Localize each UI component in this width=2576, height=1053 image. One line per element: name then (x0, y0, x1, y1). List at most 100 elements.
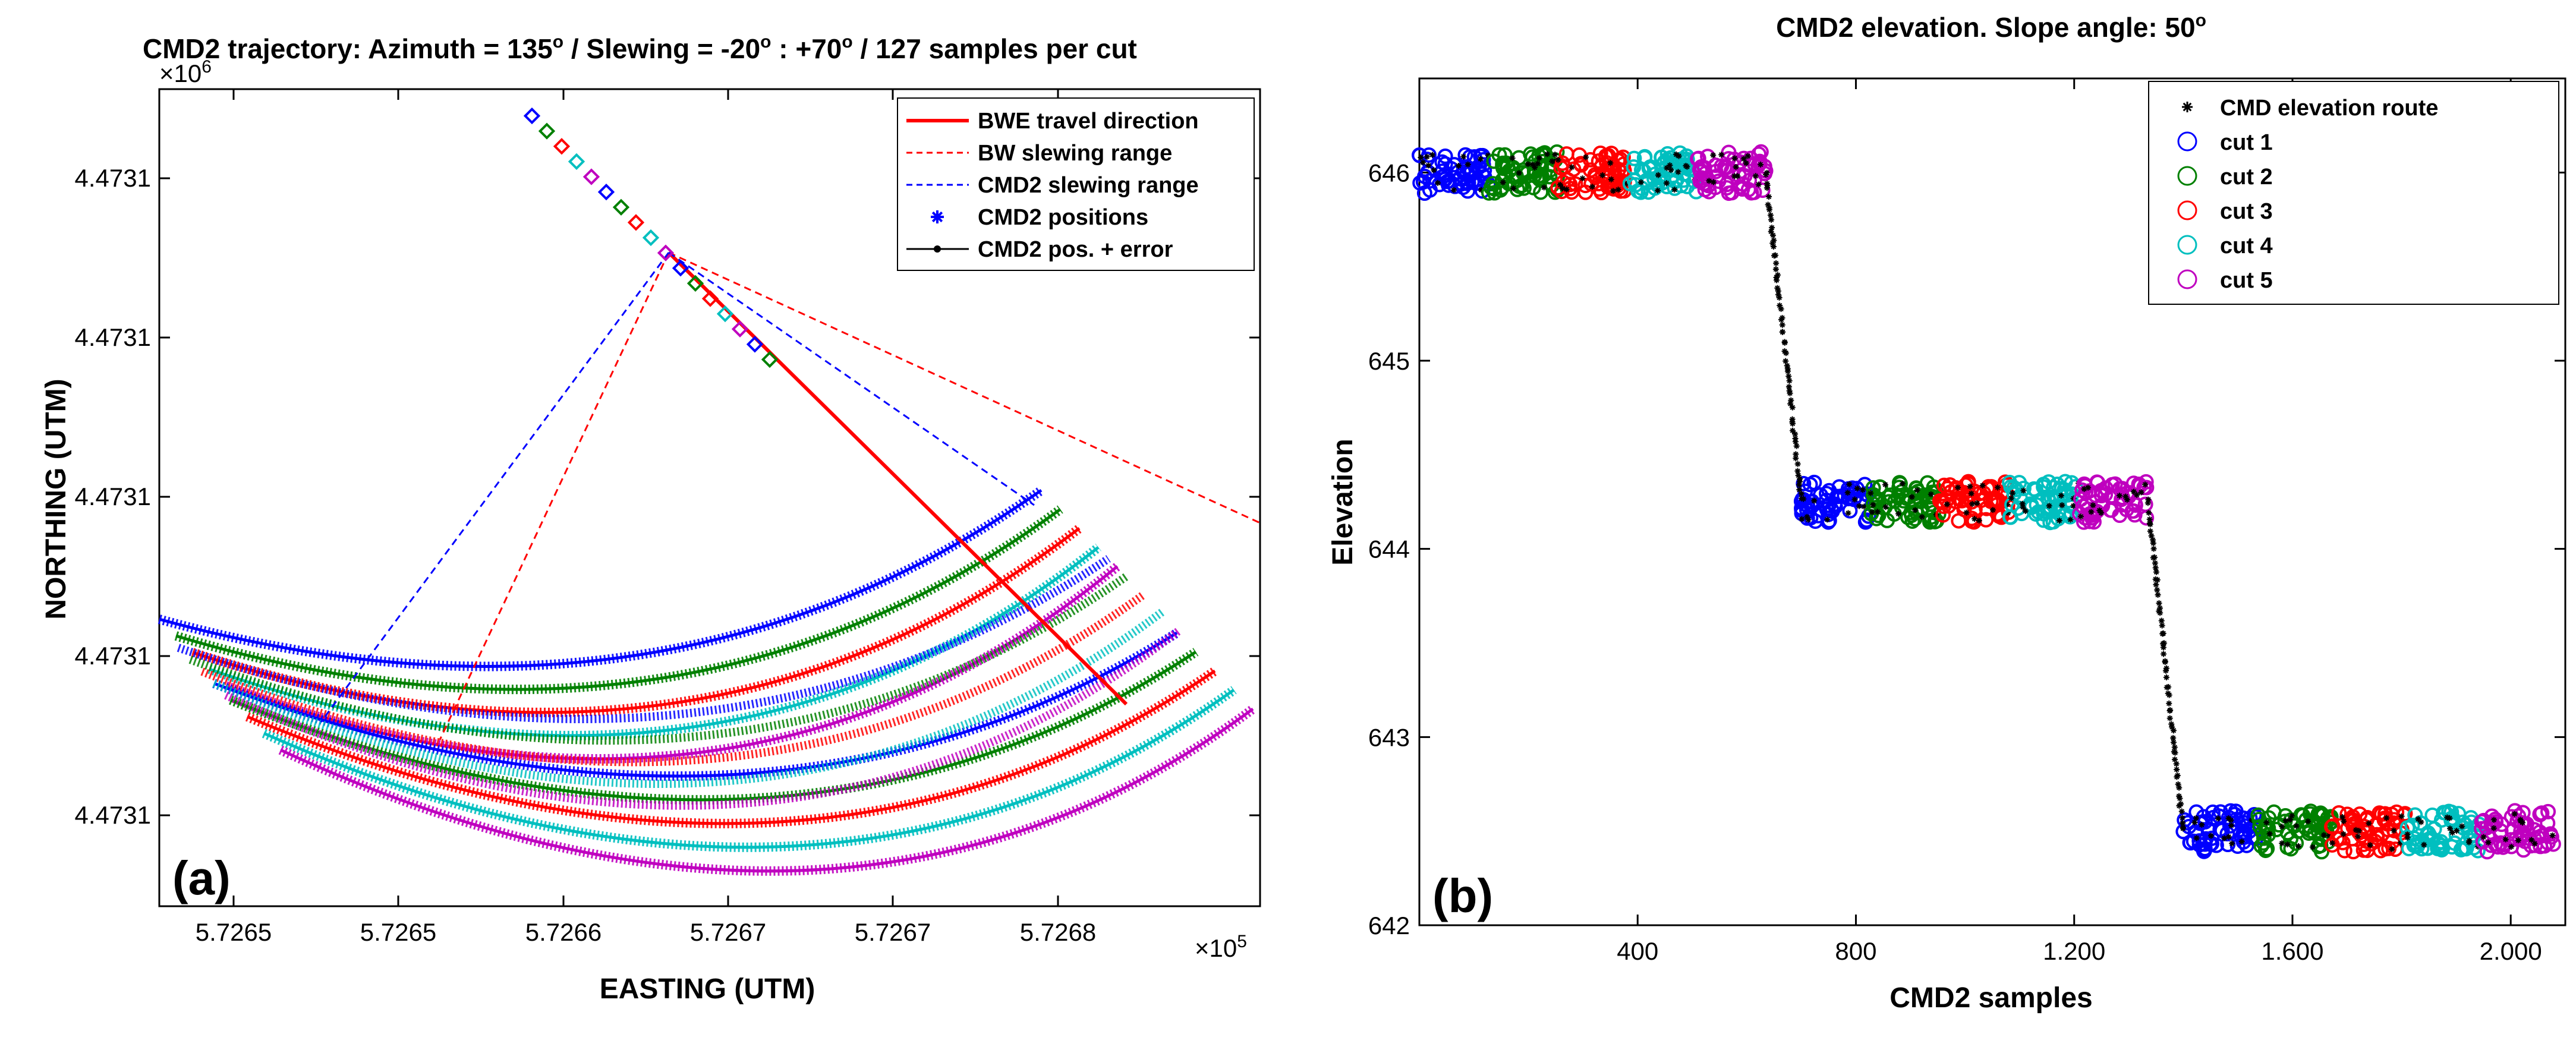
panel-b-route-point (2329, 840, 2336, 846)
panel-b-route-point (2058, 492, 2064, 499)
panel-b-cut-point (1454, 176, 1470, 192)
panel-b-route-point (1778, 305, 1784, 312)
panel-b-cut-cluster (1863, 475, 1947, 530)
panel-b-route-point (1706, 178, 1712, 184)
panel-b-route-point (1869, 509, 1875, 515)
panel-b-route-point (2122, 493, 2129, 500)
panel-b-route-point (2157, 610, 2164, 616)
panel-b-route-point (1854, 485, 1860, 491)
panel-a-y-tick-label: 4.4731 (75, 323, 151, 351)
panel-b-route-point (1671, 187, 1678, 193)
panel-a-y-tick-label: 4.4731 (75, 483, 151, 510)
panel-a-y-tick-label: 4.4731 (75, 642, 151, 670)
panel-b-legend-label: cut 3 (2220, 199, 2273, 224)
panel-b-x-tick-label: 800 (1835, 937, 1876, 965)
panel-b-route-point (2383, 815, 2390, 821)
panel-b-route-point (1914, 487, 1920, 493)
panel-b-cut-cluster (1690, 144, 1774, 201)
panel-b-route-point (1781, 339, 1788, 346)
panel-b-route-point (1752, 173, 1759, 179)
panel-b-cut-point (2253, 838, 2269, 854)
panel-b-tag: (b) (1432, 869, 1493, 922)
panel-b-route-point (1529, 161, 1536, 168)
panel-b-route-point (1796, 481, 1802, 488)
panel-b-route-point (1777, 302, 1783, 309)
panel-b-cut-point (2235, 834, 2251, 850)
panel-b-route-point (1429, 152, 1435, 158)
panel-a-cut-arc-core (175, 507, 1062, 691)
panel-b-route-point (1967, 483, 1973, 490)
panel-b-cut-point (1533, 184, 1549, 200)
panel-b-route-point (1783, 350, 1789, 357)
panel-b-route-point (2176, 793, 2183, 799)
panel-b-route-point (2446, 815, 2453, 821)
panel-b-route-point (1768, 216, 1775, 223)
panel-b-x-tick-label: 1.600 (2261, 937, 2323, 965)
panel-b-route-point (1675, 169, 1681, 175)
panel-b-cut-point (1904, 507, 1920, 523)
panel-b-cut-point (2298, 812, 2314, 828)
panel-b-cut-point (1877, 499, 1893, 515)
panel-b-route-point (2502, 836, 2509, 843)
panel-b-route-point (2279, 824, 2285, 830)
panel-b-y-axis-label: Elevation (1327, 439, 1359, 565)
panel-b-y-tick-label: 642 (1368, 912, 1410, 939)
panel-b-cut-point (1827, 499, 1843, 515)
panel-b-route-point (1536, 155, 1542, 161)
panel-a-trajectory-curves (158, 486, 1256, 876)
panel-b-route-point (1424, 153, 1430, 160)
panel-b-cut-point (2219, 825, 2235, 841)
panel-b-route-point (1673, 151, 1680, 157)
panel-b-cut-point (1434, 163, 1450, 179)
panel-b-cut-point (1821, 483, 1837, 499)
panel-a-cmd2-position-marker (642, 229, 660, 247)
panel-b-cut-point (1987, 492, 2003, 508)
panel-b-route-point (1868, 490, 1874, 496)
panel-a-x-multiplier: ×105 (1195, 932, 1247, 962)
panel-b-route-point (1787, 390, 1793, 396)
panel-b-cut-point (1676, 157, 1692, 173)
panel-b-legend-swatch (2177, 166, 2197, 186)
panel-b-route-point (2485, 839, 2492, 846)
panel-b-legend: CMD elevation route cut 1 cut 2 cut 3 cut 4 c… (2148, 81, 2559, 305)
panel-b-route-point (1784, 362, 1790, 369)
panel-b-cut-point (2331, 805, 2347, 821)
panel-b-cut-point (1750, 157, 1766, 174)
panel-b-data-points (1412, 144, 2561, 860)
panel-b-elevation-chart: CMD2 elevation. Slope angle: 50o CMD2 sa… (1327, 11, 2566, 1014)
panel-b-route-point (2008, 495, 2014, 502)
panel-b-cut-point (2139, 480, 2155, 496)
panel-b-route-point (2355, 833, 2361, 840)
panel-b-cut-point (1592, 145, 1608, 161)
panel-b-cut-point (1894, 500, 1910, 516)
panel-b-route-point (1755, 181, 1762, 188)
panel-b-route-point (1684, 163, 1690, 170)
panel-a-cmd2-position-marker (657, 244, 675, 261)
panel-b-route-point (2229, 840, 2235, 847)
panel-b-route-point (2175, 781, 2181, 787)
panel-b-route-point (2326, 833, 2332, 839)
panel-b-cut-point (2098, 480, 2114, 496)
panel-b-route-point (1763, 171, 1769, 178)
panel-b-route-point (1928, 491, 1934, 497)
panel-b-cut-point (1721, 185, 1737, 201)
panel-b-route-point (2367, 842, 2373, 849)
panel-b-route-point (2238, 838, 2245, 845)
panel-b-cut-point (1416, 185, 1432, 201)
panel-b-route-point (2366, 820, 2372, 827)
panel-b-route-point (1895, 510, 1902, 517)
panel-b-cut-point (1640, 184, 1657, 200)
panel-b-route-point (2150, 537, 2156, 543)
panel-b-route-point (1478, 187, 1485, 193)
panel-b-cut-point (2057, 485, 2073, 501)
panel-b-route-point (2150, 554, 2156, 561)
panel-a-x-tick-label: 5.7267 (855, 918, 931, 946)
panel-b-cut-point (1636, 163, 1652, 179)
panel-b-route-point (2088, 509, 2095, 515)
panel-b-legend-swatch (2177, 269, 2197, 289)
panel-b-route-point (1589, 184, 1595, 190)
panel-b-route-point (2163, 665, 2169, 671)
panel-b-route-point (1731, 173, 1738, 179)
panel-b-cut-point (1942, 477, 1958, 493)
panel-b-route-point (1909, 494, 1915, 500)
